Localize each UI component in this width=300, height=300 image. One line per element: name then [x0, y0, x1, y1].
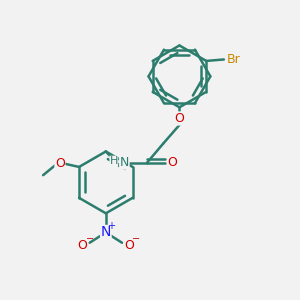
Text: O: O: [55, 158, 65, 170]
Text: O: O: [124, 239, 134, 252]
Text: H: H: [110, 156, 118, 166]
Text: +: +: [107, 221, 115, 231]
Text: O: O: [175, 112, 184, 125]
Text: −: −: [132, 234, 140, 244]
Text: N: N: [120, 156, 129, 169]
Text: O: O: [168, 156, 178, 169]
Text: O: O: [77, 239, 87, 252]
Text: N: N: [100, 225, 111, 239]
Text: Br: Br: [226, 53, 240, 66]
Text: −: −: [85, 234, 94, 244]
